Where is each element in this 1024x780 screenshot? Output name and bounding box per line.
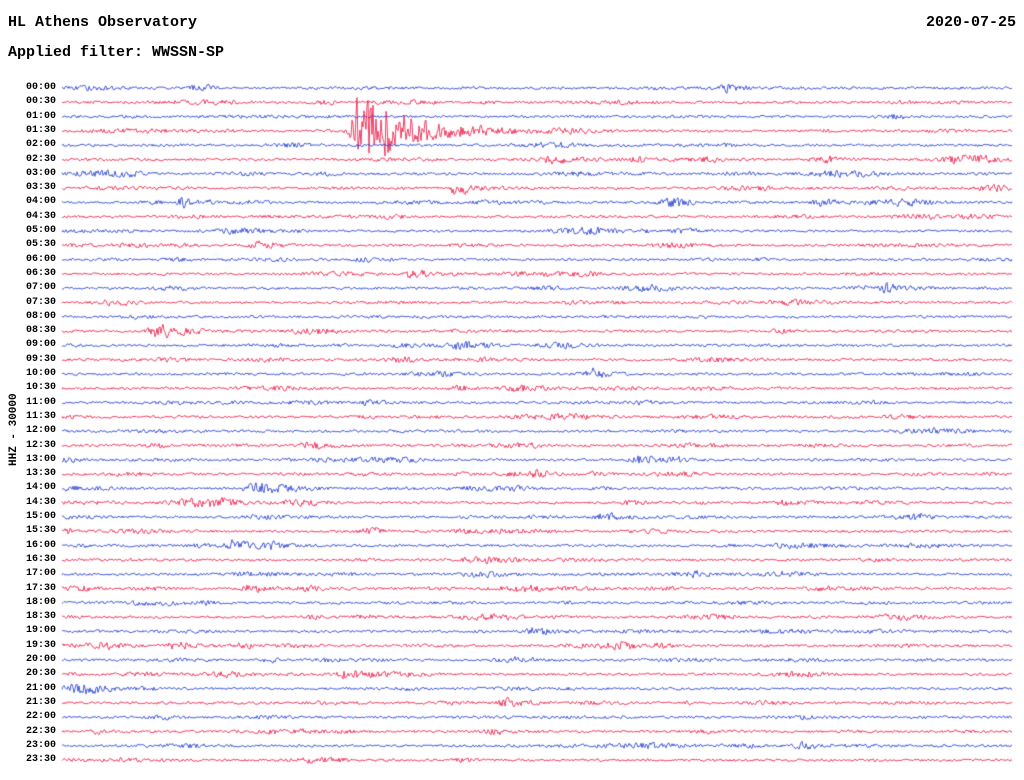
time-label: 14:30 bbox=[25, 496, 56, 508]
time-label: 14:00 bbox=[25, 482, 56, 494]
time-label: 22:00 bbox=[25, 711, 56, 723]
time-label: 21:30 bbox=[25, 696, 56, 708]
time-label: 04:00 bbox=[25, 196, 56, 208]
date-label: 2020-07-25 bbox=[925, 14, 1016, 31]
time-label: 12:30 bbox=[25, 439, 56, 451]
time-label: 17:00 bbox=[25, 568, 56, 580]
time-label: 17:30 bbox=[25, 582, 56, 594]
time-label: 16:30 bbox=[25, 553, 56, 565]
time-label: 04:30 bbox=[25, 210, 56, 222]
time-label: 01:00 bbox=[25, 110, 56, 122]
time-label: 03:30 bbox=[25, 182, 56, 194]
time-label: 20:30 bbox=[25, 668, 56, 680]
time-label: 00:00 bbox=[25, 82, 56, 93]
time-label: 11:30 bbox=[25, 410, 56, 422]
time-label: 10:00 bbox=[25, 368, 56, 379]
time-label: 19:30 bbox=[25, 639, 56, 651]
time-label: 20:00 bbox=[25, 654, 56, 665]
time-label: 06:30 bbox=[25, 267, 56, 279]
time-label: 18:30 bbox=[25, 611, 56, 623]
time-label: 02:00 bbox=[25, 139, 56, 151]
time-label: 09:30 bbox=[25, 353, 56, 365]
time-label: 07:00 bbox=[25, 282, 56, 294]
time-label: 09:00 bbox=[25, 339, 56, 351]
time-label: 12:00 bbox=[25, 425, 56, 437]
time-label: 21:00 bbox=[25, 682, 56, 694]
time-label: 08:30 bbox=[25, 325, 56, 337]
time-label: 01:30 bbox=[25, 124, 56, 136]
time-label: 07:30 bbox=[25, 296, 56, 308]
station-title: HL Athens Observatory bbox=[8, 14, 198, 31]
time-label: 23:30 bbox=[25, 754, 56, 766]
time-label: 08:00 bbox=[25, 310, 56, 322]
time-label: 05:30 bbox=[25, 239, 56, 251]
time-label: 18:00 bbox=[25, 596, 56, 608]
time-label: 11:00 bbox=[25, 396, 56, 408]
time-label: 06:00 bbox=[25, 253, 56, 265]
time-label: 13:30 bbox=[25, 468, 56, 480]
time-label: 13:00 bbox=[25, 453, 56, 465]
time-label: 02:30 bbox=[25, 153, 56, 165]
time-label: 15:30 bbox=[25, 525, 56, 537]
time-label: 00:30 bbox=[25, 96, 56, 108]
time-label: 15:00 bbox=[25, 511, 56, 522]
time-label: 03:00 bbox=[25, 167, 56, 179]
time-label: 10:30 bbox=[25, 382, 56, 394]
time-label: 19:00 bbox=[25, 625, 56, 637]
time-label: 22:30 bbox=[25, 725, 56, 737]
time-label: 16:00 bbox=[25, 539, 56, 551]
applied-filter-label: Applied filter: WWSSN-SP bbox=[8, 44, 225, 61]
time-label: 05:00 bbox=[25, 225, 56, 236]
time-label: 23:00 bbox=[25, 739, 56, 751]
